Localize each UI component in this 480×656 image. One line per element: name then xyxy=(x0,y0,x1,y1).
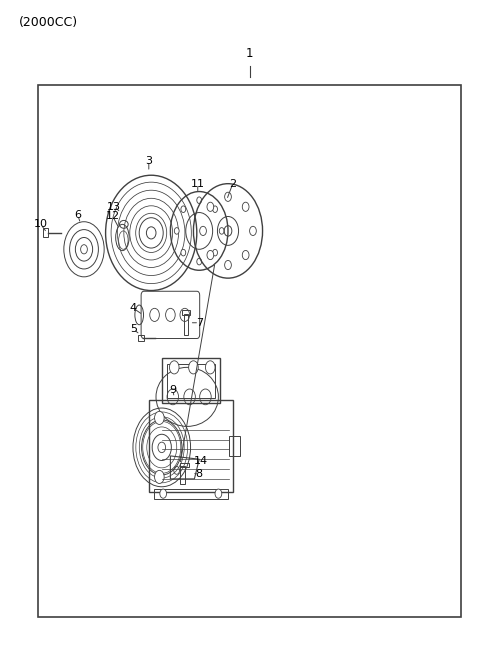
Circle shape xyxy=(200,226,206,236)
Circle shape xyxy=(189,361,198,374)
Bar xyxy=(229,436,240,456)
Bar xyxy=(180,463,189,467)
Circle shape xyxy=(169,361,179,374)
Circle shape xyxy=(213,249,217,256)
Bar xyxy=(138,335,144,341)
Text: 1: 1 xyxy=(246,47,253,60)
Circle shape xyxy=(155,470,164,483)
Circle shape xyxy=(166,308,175,321)
Circle shape xyxy=(250,226,256,236)
Circle shape xyxy=(225,192,231,201)
Text: 2: 2 xyxy=(229,178,236,189)
Circle shape xyxy=(184,389,195,405)
Circle shape xyxy=(205,361,215,374)
Circle shape xyxy=(207,251,214,260)
Circle shape xyxy=(200,389,211,405)
Circle shape xyxy=(180,308,190,321)
Circle shape xyxy=(158,442,166,453)
Bar xyxy=(180,466,184,484)
Text: 4: 4 xyxy=(130,303,137,314)
Circle shape xyxy=(215,489,222,499)
Bar xyxy=(162,358,220,403)
Circle shape xyxy=(225,260,231,270)
Circle shape xyxy=(207,202,214,211)
Text: 13: 13 xyxy=(107,201,121,212)
Text: (2000CC): (2000CC) xyxy=(19,16,78,30)
Bar xyxy=(167,364,215,398)
Text: 14: 14 xyxy=(193,455,208,466)
Text: 6: 6 xyxy=(74,210,81,220)
Circle shape xyxy=(174,466,180,474)
Circle shape xyxy=(81,245,87,254)
Text: 10: 10 xyxy=(34,219,48,230)
Circle shape xyxy=(160,489,167,499)
Text: 5: 5 xyxy=(130,324,137,335)
Circle shape xyxy=(213,206,217,213)
Text: 8: 8 xyxy=(196,468,203,479)
Text: 11: 11 xyxy=(191,178,205,189)
Bar xyxy=(184,314,188,335)
Circle shape xyxy=(219,228,224,234)
Text: 12: 12 xyxy=(106,211,120,222)
Bar xyxy=(38,85,461,617)
Text: 7: 7 xyxy=(196,318,203,328)
Circle shape xyxy=(197,197,202,203)
Circle shape xyxy=(167,389,179,405)
Circle shape xyxy=(174,228,179,234)
Circle shape xyxy=(155,411,164,424)
Circle shape xyxy=(181,249,186,256)
Circle shape xyxy=(181,206,186,213)
Circle shape xyxy=(242,251,249,260)
Circle shape xyxy=(197,258,202,265)
Bar xyxy=(43,228,48,237)
Ellipse shape xyxy=(146,227,156,239)
Bar xyxy=(154,489,228,499)
Circle shape xyxy=(150,308,159,321)
Text: 3: 3 xyxy=(145,155,152,166)
Text: 9: 9 xyxy=(169,385,176,396)
Bar xyxy=(149,400,233,492)
Bar xyxy=(182,310,190,315)
Circle shape xyxy=(242,202,249,211)
